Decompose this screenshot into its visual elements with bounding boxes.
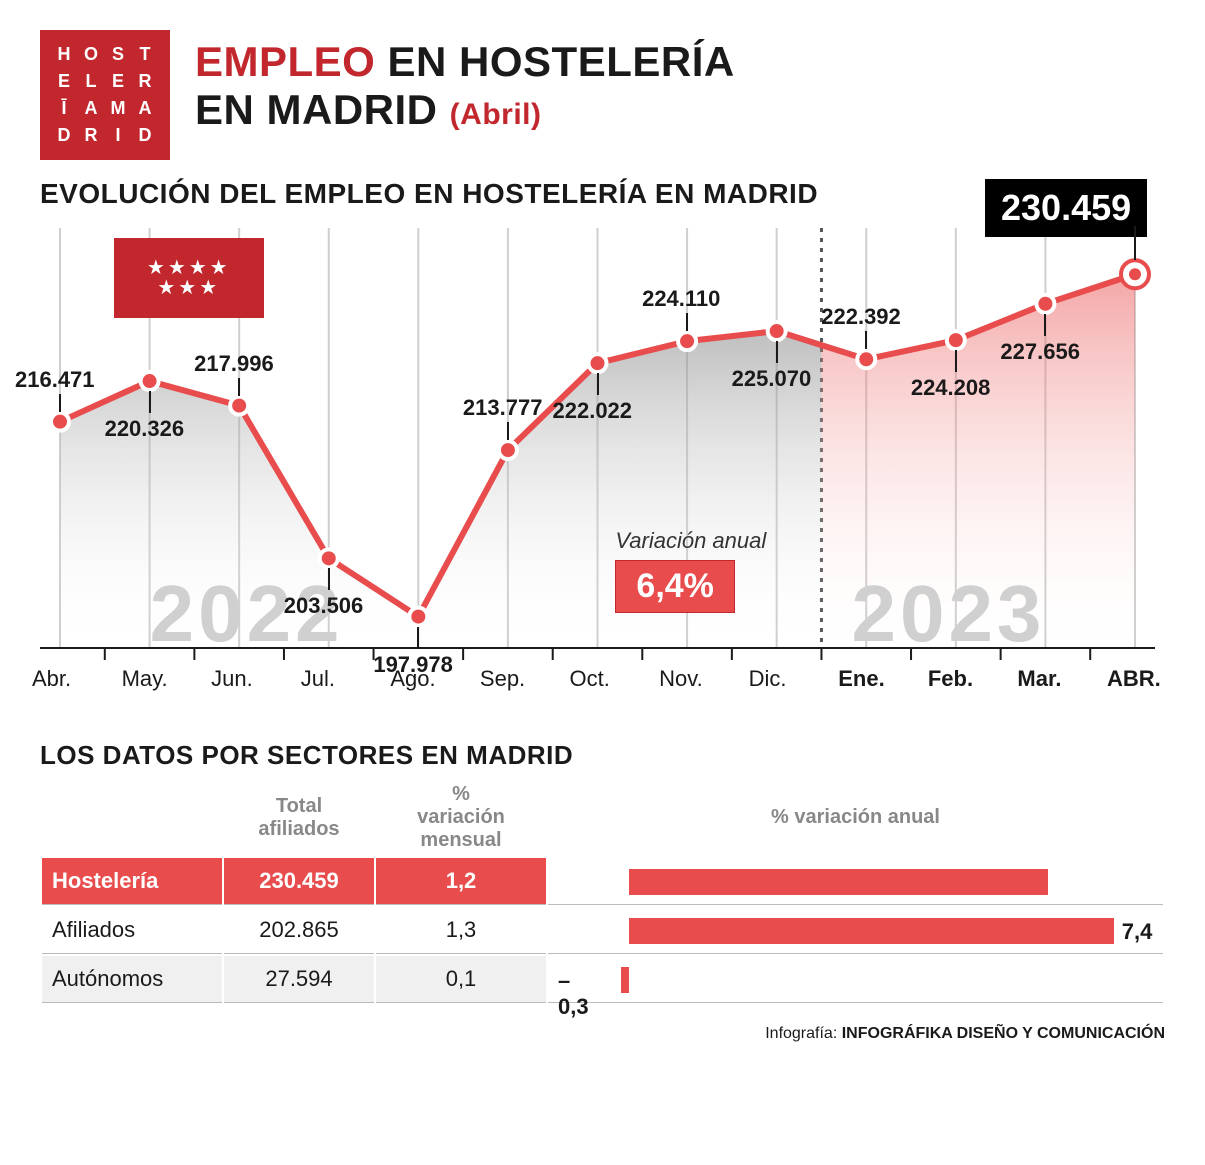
- sector-name: Afiliados: [42, 907, 222, 954]
- annual-bar: 7,4: [558, 915, 1153, 945]
- title2-prefix: EN: [195, 86, 267, 133]
- title-block: EMPLEO EN HOSTELERÍA EN MADRID (Abril): [195, 30, 735, 135]
- sector-total: 27.594: [224, 956, 374, 1003]
- month-label: Jun.: [211, 666, 253, 692]
- month-label: Oct.: [570, 666, 610, 692]
- month-label: Ene.: [838, 666, 884, 692]
- month-label: Mar.: [1017, 666, 1061, 692]
- table-row: Hostelería 230.459 1,2 6,4: [42, 858, 1163, 905]
- table-row: Afiliados 202.865 1,3 7,4: [42, 907, 1163, 954]
- month-label: Ago.: [390, 666, 435, 692]
- month-label: Feb.: [928, 666, 973, 692]
- data-point-label: 225.070: [732, 366, 812, 392]
- madrid-flag: ★★★★★★★: [114, 238, 264, 318]
- sector-annual-cell: – 0,3: [548, 956, 1163, 1003]
- header: HOSTELERĪAMADRID EMPLEO EN HOSTELERÍA EN…: [40, 30, 1165, 160]
- data-point-label: 222.392: [821, 304, 901, 330]
- latest-value-callout: 230.459: [985, 179, 1147, 237]
- sector-total: 202.865: [224, 907, 374, 954]
- footer-name: INFOGRÁFIKA DISEÑO Y COMUNICACIÓN: [842, 1025, 1165, 1042]
- title-part-black: EN HOSTELERÍA: [375, 38, 734, 85]
- sector-annual-cell: 6,4: [548, 858, 1163, 905]
- data-point-label: 217.996: [194, 351, 274, 377]
- table-row: Autónomos 27.594 0,1 – 0,3: [42, 956, 1163, 1003]
- annual-variation-label: Variación anual: [615, 528, 766, 554]
- sector-total: 230.459: [224, 858, 374, 905]
- month-label: Nov.: [659, 666, 703, 692]
- title-line-1: EMPLEO EN HOSTELERÍA: [195, 38, 735, 86]
- month-label: Sep.: [480, 666, 525, 692]
- sector-monthly: 1,2: [376, 858, 546, 905]
- brand-logo: HOSTELERĪAMADRID: [40, 30, 170, 160]
- title-month: (Abril): [450, 98, 542, 131]
- data-point-label: 224.110: [642, 286, 720, 312]
- footer-prefix: Infografía:: [765, 1025, 842, 1042]
- annual-bar: – 0,3: [558, 964, 1153, 994]
- footer-credit: Infografía: INFOGRÁFIKA DISEÑO Y COMUNIC…: [40, 1025, 1165, 1043]
- annual-variation-value: 6,4%: [615, 560, 735, 613]
- sectors-title: LOS DATOS POR SECTORES EN MADRID: [40, 740, 1165, 771]
- data-point-label: 213.777: [463, 395, 543, 421]
- data-point-label: 203.506: [284, 593, 364, 619]
- sectors-table: Totalafiliados %variación mensual % vari…: [40, 777, 1165, 1005]
- month-label: Abr.: [32, 666, 71, 692]
- month-label: Jul.: [301, 666, 335, 692]
- sector-annual-cell: 7,4: [548, 907, 1163, 954]
- data-point-label: 224.208: [911, 375, 991, 401]
- data-point-label: 216.471: [15, 367, 95, 393]
- month-label: Dic.: [749, 666, 787, 692]
- annual-bar: 6,4: [558, 866, 1153, 896]
- sector-monthly: 1,3: [376, 907, 546, 954]
- sector-name: Hostelería: [42, 858, 222, 905]
- data-point-label: 220.326: [105, 416, 185, 442]
- data-point-label: 227.656: [1000, 339, 1080, 365]
- data-point-label: 222.022: [553, 398, 633, 424]
- title-part-red: EMPLEO: [195, 38, 375, 85]
- month-label: ABR.: [1107, 666, 1161, 692]
- sector-name: Autónomos: [42, 956, 222, 1003]
- month-label: May.: [122, 666, 168, 692]
- title-line-2: EN MADRID (Abril): [195, 86, 735, 134]
- title2-main: MADRID: [267, 86, 438, 133]
- sector-monthly: 0,1: [376, 956, 546, 1003]
- evolution-chart: 20222023★★★★★★★Variación anual6,4%230.45…: [40, 218, 1165, 728]
